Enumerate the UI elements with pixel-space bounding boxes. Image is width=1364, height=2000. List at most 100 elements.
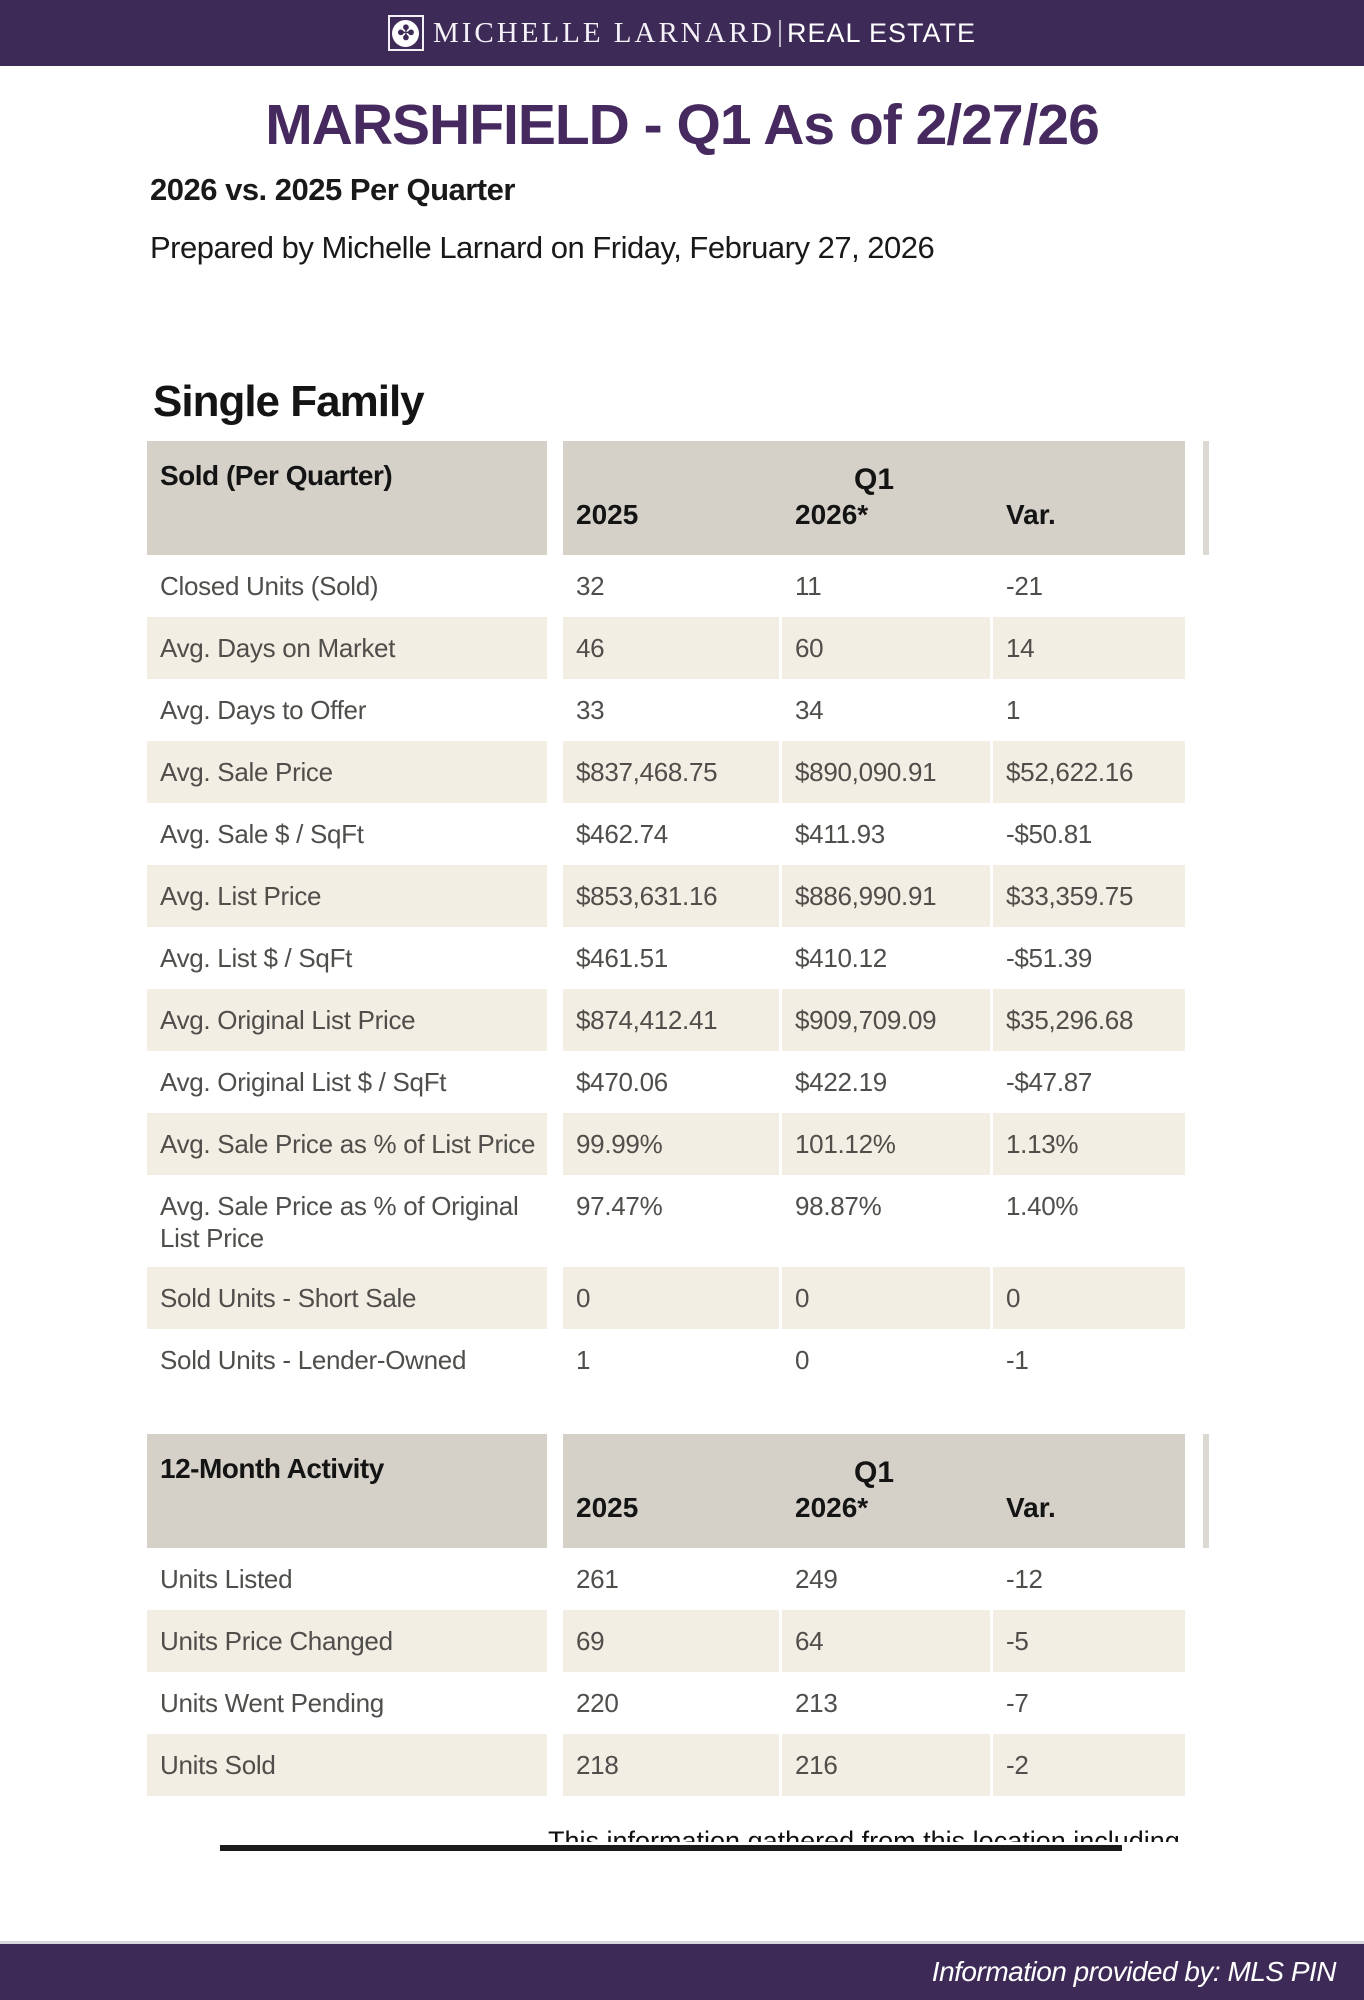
table-edge-strip bbox=[1203, 441, 1209, 555]
row-value: 1 bbox=[1006, 695, 1021, 725]
table-row: Sold Units - Short Sale 0 0 0 bbox=[147, 1267, 1212, 1329]
row-label: Units Listed bbox=[160, 1564, 293, 1594]
table-body: Units Listed 261 249 -12 Units Price Changed… bbox=[147, 1548, 1212, 1796]
row-value: 0 bbox=[795, 1345, 810, 1375]
brand-name: MICHELLE LARNARD bbox=[432, 16, 775, 49]
row-label: Avg. Sale Price bbox=[147, 741, 547, 803]
section-heading-single-family: Single Family bbox=[153, 377, 425, 426]
quarter-label: Q1 bbox=[853, 1456, 895, 1489]
table-row: Avg. Days to Offer 33 34 1 bbox=[147, 679, 1212, 741]
row-value: $52,622.16 bbox=[993, 741, 1185, 803]
row-value: 14 bbox=[993, 617, 1185, 679]
table-body: Closed Units (Sold) 32 11 -21 Avg. Days on M… bbox=[147, 555, 1212, 1391]
brand-logo: ✤ bbox=[387, 15, 424, 51]
row-label: Sold Units - Lender-Owned bbox=[160, 1345, 467, 1375]
column-header-2026: 2026* bbox=[795, 499, 869, 530]
table-row: Units Listed 261 249 -12 bbox=[147, 1548, 1212, 1610]
table-row: Avg. Sale $ / SqFt $462.74 $411.93 -$50.81 bbox=[147, 803, 1212, 865]
row-value: -7 bbox=[1006, 1688, 1029, 1718]
row-value: 98.87% bbox=[795, 1191, 882, 1221]
prepared-by-line: Prepared by Michelle Larnard on Friday, … bbox=[150, 230, 935, 265]
row-label: Avg. Sale $ / SqFt bbox=[160, 819, 364, 849]
row-value: 69 bbox=[563, 1610, 779, 1672]
row-value: 46 bbox=[563, 617, 779, 679]
table-row: Avg. List $ / SqFt $461.51 $410.12 -$51.39 bbox=[147, 927, 1212, 989]
row-value: 99.99% bbox=[563, 1113, 779, 1175]
row-value: 60 bbox=[782, 617, 990, 679]
row-label: Units Sold bbox=[147, 1734, 547, 1796]
table-header: Sold (Per Quarter) Q1 2025 2026* Var. bbox=[147, 441, 1212, 555]
row-value: 218 bbox=[563, 1734, 779, 1796]
row-label: Avg. Days to Offer bbox=[160, 695, 367, 725]
table-header-gap bbox=[547, 1434, 563, 1548]
column-header-var: Var. bbox=[1006, 1492, 1056, 1523]
row-value: $410.12 bbox=[795, 943, 887, 973]
row-label: Avg. List $ / SqFt bbox=[160, 943, 353, 973]
row-label: Avg. Days on Market bbox=[147, 617, 547, 679]
row-value: $837,468.75 bbox=[563, 741, 779, 803]
row-value: -$51.39 bbox=[1006, 943, 1093, 973]
row-value: 11 bbox=[795, 571, 822, 601]
row-value: -1 bbox=[1006, 1345, 1029, 1375]
column-headers: 2025 2026* Var. bbox=[563, 1492, 1185, 1524]
row-value: 1 bbox=[576, 1345, 591, 1375]
footer-bar: Information provided by: MLS PIN bbox=[0, 1941, 1364, 2000]
table-row: Units Price Changed 69 64 -5 bbox=[147, 1610, 1212, 1672]
row-label: Avg. Sale Price as % of List Price bbox=[147, 1113, 547, 1175]
row-value: 213 bbox=[795, 1688, 838, 1718]
brand-bar: ✤ MICHELLE LARNARD REAL ESTATE bbox=[0, 0, 1364, 66]
row-label: Avg. Sale Price as % of Original List Pr… bbox=[160, 1191, 519, 1253]
row-value: 0 bbox=[563, 1267, 779, 1329]
column-header-2025: 2025 bbox=[576, 1492, 639, 1523]
row-value: $35,296.68 bbox=[993, 989, 1185, 1051]
row-value: -2 bbox=[993, 1734, 1185, 1796]
table-row: Avg. Original List $ / SqFt $470.06 $422.1… bbox=[147, 1051, 1212, 1113]
column-headers: 2025 2026* Var. bbox=[563, 499, 1185, 531]
row-value: 64 bbox=[782, 1610, 990, 1672]
row-label: Avg. List Price bbox=[147, 865, 547, 927]
row-value: 0 bbox=[782, 1267, 990, 1329]
row-value: $33,359.75 bbox=[993, 865, 1185, 927]
row-value: $422.19 bbox=[795, 1067, 887, 1097]
row-value: 34 bbox=[795, 695, 824, 725]
row-value: 33 bbox=[576, 695, 605, 725]
row-value: -21 bbox=[1006, 571, 1043, 601]
row-value: 249 bbox=[795, 1564, 838, 1594]
page-title: MARSHFIELD - Q1 As of 2/27/26 bbox=[265, 93, 1100, 157]
row-label: Avg. Original List Price bbox=[147, 989, 547, 1051]
table-title-cell: Sold (Per Quarter) bbox=[147, 441, 547, 555]
column-header-2025: 2025 bbox=[576, 499, 639, 530]
table-quarter-header: Q1 2025 2026* Var. bbox=[563, 441, 1185, 555]
clipped-disclaimer-text: This information gathered from this loca… bbox=[548, 1826, 1180, 1842]
row-label: Units Went Pending bbox=[160, 1688, 384, 1718]
row-value: 32 bbox=[576, 571, 605, 601]
table-header: 12-Month Activity Q1 2025 2026* Var. bbox=[147, 1434, 1212, 1548]
row-value: $909,709.09 bbox=[782, 989, 990, 1051]
row-value: $890,090.91 bbox=[782, 741, 990, 803]
row-value: $462.74 bbox=[576, 819, 668, 849]
row-label: Avg. Original List $ / SqFt bbox=[160, 1067, 447, 1097]
table-header-gap bbox=[547, 441, 563, 555]
table-edge-strip bbox=[1203, 1434, 1209, 1548]
clover-flower-icon: ✤ bbox=[392, 19, 420, 47]
table-row: Closed Units (Sold) 32 11 -21 bbox=[147, 555, 1212, 617]
column-header-2026: 2026* bbox=[795, 1492, 869, 1523]
row-label: Closed Units (Sold) bbox=[160, 571, 379, 601]
row-value: $470.06 bbox=[576, 1067, 668, 1097]
row-value: $461.51 bbox=[576, 943, 668, 973]
comparison-subtitle: 2026 vs. 2025 Per Quarter bbox=[150, 172, 515, 207]
table-quarter-header: Q1 2025 2026* Var. bbox=[563, 1434, 1185, 1548]
row-value: $886,990.91 bbox=[782, 865, 990, 927]
table-row: Units Sold 218 216 -2 bbox=[147, 1734, 1212, 1796]
row-value: 220 bbox=[576, 1688, 619, 1718]
row-value: 216 bbox=[782, 1734, 990, 1796]
brand-divider bbox=[778, 19, 781, 47]
row-value: 1.13% bbox=[993, 1113, 1185, 1175]
sold-per-quarter-table: Sold (Per Quarter) Q1 2025 2026* Var. Cl… bbox=[147, 441, 1212, 1391]
table-row: Avg. Sale Price as % of Original List Pr… bbox=[147, 1175, 1212, 1267]
table-row: Units Went Pending 220 213 -7 bbox=[147, 1672, 1212, 1734]
row-value: $853,631.16 bbox=[563, 865, 779, 927]
row-value: 1.40% bbox=[1006, 1191, 1079, 1221]
table-row: Avg. Sale Price $837,468.75 $890,090.91 $52… bbox=[147, 741, 1212, 803]
table-row: Avg. Days on Market 46 60 14 bbox=[147, 617, 1212, 679]
